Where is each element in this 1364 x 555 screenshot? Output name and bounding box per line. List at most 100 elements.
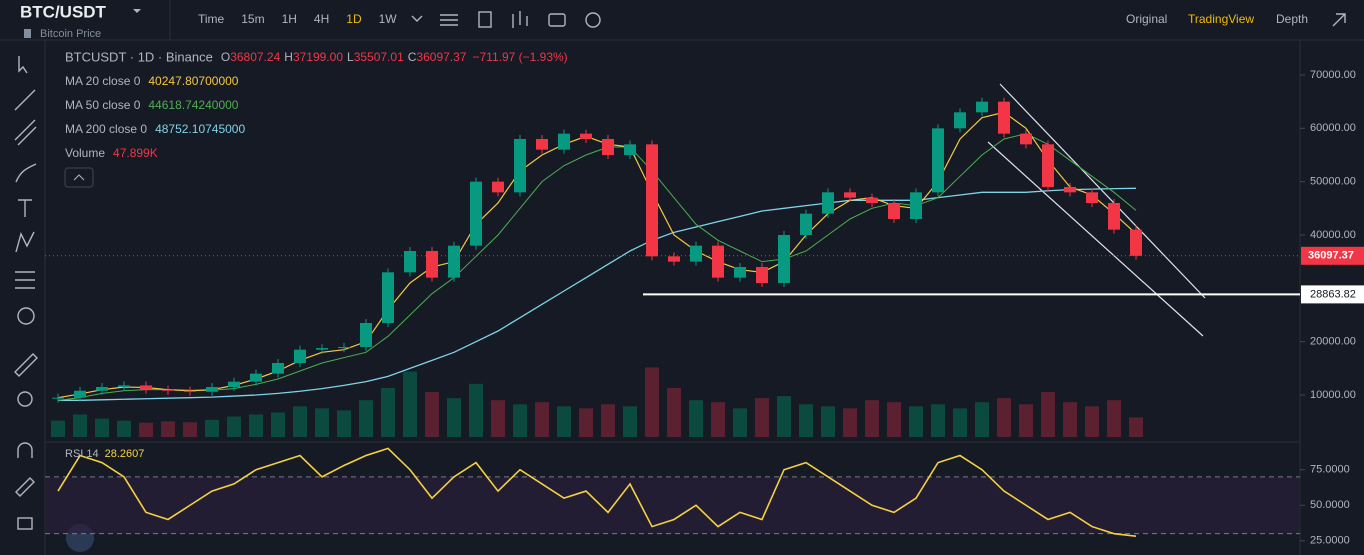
y-tick-label: 40000.00 [1310, 229, 1356, 241]
candle [998, 101, 1010, 134]
candle [778, 234, 790, 283]
legend-title: BTCUSDT · 1D · Binance [65, 49, 213, 64]
volume-bar [73, 414, 87, 437]
volume-bar [667, 387, 681, 437]
rsi-line [57, 447, 1137, 537]
magnet-tool[interactable] [17, 442, 33, 458]
indicator-settings[interactable] [440, 14, 458, 26]
volume-bar [447, 398, 461, 437]
fullscreen[interactable] [1332, 13, 1346, 27]
channel-lower [987, 141, 1204, 337]
last-price-tag [1301, 246, 1364, 265]
add[interactable] [585, 12, 601, 28]
volume-bar [183, 422, 197, 437]
candle [96, 386, 108, 391]
candle [932, 128, 944, 193]
candle [52, 397, 64, 399]
ohlc-value: 36807.24 [230, 50, 280, 64]
candle [470, 181, 482, 246]
lock-tool[interactable] [17, 517, 33, 530]
line-tool[interactable] [14, 89, 36, 111]
candle [734, 266, 746, 278]
timeframe[interactable]: Time [198, 12, 225, 26]
view-tab[interactable]: TradingView [1188, 12, 1254, 26]
more-timeframes[interactable] [411, 15, 423, 22]
volume-bar [51, 420, 65, 437]
channel-upper [999, 83, 1206, 299]
timeframe[interactable]: 1D [346, 12, 362, 26]
ohlc-value: 37199.00 [293, 50, 343, 64]
volume-bar [975, 402, 989, 437]
volume-bar [777, 396, 791, 437]
ohlc-label: L [347, 50, 354, 64]
price-change: −711.97 (−1.93%) [472, 50, 567, 64]
fib-tool[interactable] [15, 271, 35, 289]
volume-bar [1063, 402, 1077, 437]
timeframe[interactable]: 1W [379, 12, 398, 26]
volume-bar [337, 410, 351, 437]
volume-bar [469, 383, 483, 437]
channel-tool[interactable] [14, 119, 37, 146]
zoom-tool[interactable] [17, 391, 33, 407]
pattern-tool[interactable] [15, 231, 35, 253]
rsi-band-fill [45, 477, 1300, 534]
candle [316, 348, 328, 350]
timeframe[interactable]: 15m [241, 12, 264, 26]
emoji-tool[interactable] [17, 307, 35, 325]
measure-tool[interactable] [14, 353, 38, 377]
symbol[interactable]: BTC/USDT [20, 2, 107, 21]
indicator-value: 44618.74240000 [148, 98, 238, 112]
symbol-subtitle: Bitcoin Price [40, 28, 101, 40]
symbol-dropdown[interactable] [133, 9, 141, 13]
screenshot[interactable] [548, 13, 566, 27]
volume-bar [579, 408, 593, 437]
volume-bar [425, 392, 439, 437]
volume-bar [557, 406, 571, 437]
candle [492, 181, 504, 193]
rsi-tick-label: 25.0000 [1310, 535, 1350, 547]
volume-bar [733, 408, 747, 437]
templates[interactable] [478, 11, 492, 28]
view-tab[interactable]: Depth [1276, 12, 1308, 26]
candle [162, 389, 174, 391]
volume-bar [821, 406, 835, 437]
text-tool[interactable] [18, 199, 32, 217]
candle [426, 250, 438, 278]
candle [448, 245, 460, 278]
volume-bar [799, 404, 813, 437]
view-tab[interactable]: Original [1126, 12, 1167, 26]
volume-bar [1041, 392, 1055, 437]
candle [888, 202, 900, 219]
y-tick-label: 50000.00 [1310, 176, 1356, 188]
candle [866, 197, 878, 203]
timeframe[interactable]: 4H [314, 12, 329, 26]
candle [844, 192, 856, 198]
cursor-tool[interactable] [18, 56, 28, 74]
volume-bar [205, 419, 219, 437]
lock-drawings[interactable] [15, 477, 35, 497]
brush-tool[interactable] [15, 163, 37, 183]
volume-bar [271, 412, 285, 437]
indicator-value: 40247.80700000 [148, 74, 238, 88]
candle [954, 112, 966, 129]
volume-bar [249, 414, 263, 437]
timeframe[interactable]: 1H [282, 12, 297, 26]
volume-bar [381, 387, 395, 437]
volume-bar [293, 406, 307, 437]
ohlc-label: C [408, 50, 417, 64]
volume-bar [315, 408, 329, 437]
chart-type[interactable] [512, 11, 528, 28]
candle [206, 386, 218, 392]
indicator-name: MA 200 close 0 [65, 122, 147, 136]
volume-bar [623, 406, 637, 437]
volume-bar [843, 408, 857, 437]
collapse-arrow [73, 174, 85, 181]
top-bar [0, 0, 1364, 40]
volume-bar [755, 398, 769, 437]
volume-bar [645, 367, 659, 437]
volume-bar [227, 416, 241, 437]
candle [360, 322, 372, 347]
collapse-button[interactable] [64, 167, 94, 188]
volume-bar [997, 398, 1011, 437]
